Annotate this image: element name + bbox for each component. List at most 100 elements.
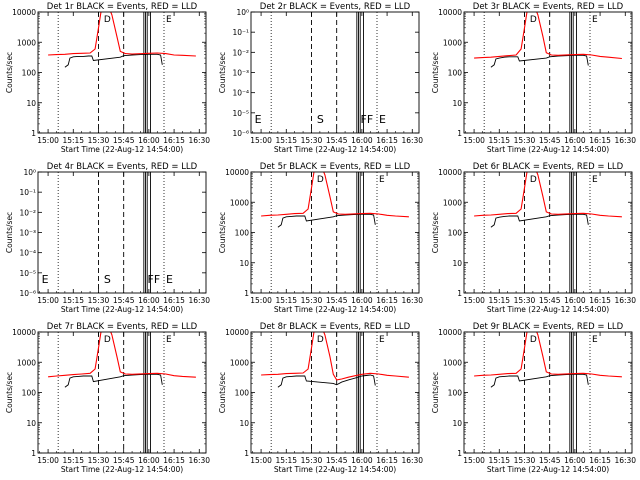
y-tick-label: 10 <box>452 99 462 108</box>
y-tick-label: 10⁻³ <box>232 69 249 78</box>
events-series-line <box>277 213 376 228</box>
events-series-line <box>490 213 589 228</box>
y-tick-label: 10⁻⁵ <box>19 269 36 278</box>
x-tick-label: 15:15 <box>62 136 84 145</box>
x-tick-label: 16:15 <box>163 456 185 465</box>
y-tick-label: 1000 <box>17 38 36 47</box>
x-tick-label: 16:15 <box>376 136 398 145</box>
lld-series-line <box>474 172 622 218</box>
x-tick-label: 16:15 <box>376 456 398 465</box>
y-tick-label: 10 <box>452 259 462 268</box>
x-tick-label: 16:00 <box>138 456 160 465</box>
y-tick-label: 1 <box>457 289 462 298</box>
plot-frame <box>37 11 207 134</box>
x-tick-label: 15:30 <box>514 296 536 305</box>
x-tick-label: 15:15 <box>488 296 510 305</box>
y-tick-label: 1 <box>244 449 249 458</box>
x-tick-label: 16:00 <box>564 136 586 145</box>
x-axis-label: Start Time (22-Aug-12 14:54:00) <box>61 305 183 314</box>
x-tick-label: 16:00 <box>564 456 586 465</box>
y-tick-label: 10⁰ <box>23 168 36 177</box>
y-tick-label: 10 <box>26 419 36 428</box>
panel-title: Det 8r BLACK = Events, RED = LLD <box>260 322 411 332</box>
x-tick-label: 16:30 <box>614 456 636 465</box>
annotation-label: FF <box>148 273 161 286</box>
y-tick-label: 1 <box>457 129 462 138</box>
x-tick-label: 16:15 <box>163 296 185 305</box>
lld-series-line <box>48 12 196 57</box>
lld-series-line <box>261 172 409 218</box>
lld-series-line <box>474 12 622 60</box>
y-axis-label: Counts/sec <box>218 212 227 253</box>
y-tick-label: 1000 <box>230 198 249 207</box>
x-tick-label: 16:00 <box>564 296 586 305</box>
x-axis-label: Start Time (22-Aug-12 14:54:00) <box>487 305 609 314</box>
y-axis-label: Counts/sec <box>431 212 440 253</box>
x-axis-label: Start Time (22-Aug-12 14:54:00) <box>61 465 183 474</box>
x-tick-label: 16:30 <box>188 456 210 465</box>
events-series-line <box>490 373 589 388</box>
x-tick-label: 15:30 <box>301 456 323 465</box>
x-tick-label: 15:30 <box>88 136 110 145</box>
x-tick-label: 16:30 <box>614 296 636 305</box>
annotation-label: S <box>317 113 324 126</box>
x-tick-label: 15:15 <box>275 136 297 145</box>
lld-series-line <box>261 332 409 381</box>
y-tick-label: 10000 <box>438 328 462 337</box>
x-tick-label: 15:15 <box>488 456 510 465</box>
annotation-label: E <box>592 175 598 185</box>
plot-frame <box>250 171 420 294</box>
y-tick-label: 100 <box>235 229 250 238</box>
y-tick-label: 10⁻⁵ <box>232 109 249 118</box>
x-tick-label: 16:15 <box>589 296 611 305</box>
x-tick-label: 15:00 <box>37 296 59 305</box>
panel-det2r: Det 2r BLACK = Events, RED = LLD E S FF E 15:… <box>218 2 423 154</box>
y-axis-label: Counts/sec <box>218 372 227 413</box>
x-tick-label: 15:15 <box>488 136 510 145</box>
x-tick-label: 15:45 <box>113 136 135 145</box>
annotation-label: E <box>255 113 262 126</box>
events-series-line <box>277 374 376 388</box>
plot-frame <box>463 171 633 294</box>
annotation-label: D <box>104 335 111 345</box>
annotation-label: D <box>317 175 324 185</box>
x-tick-label: 15:45 <box>113 296 135 305</box>
x-axis-label: Start Time (22-Aug-12 14:54:00) <box>274 145 396 154</box>
x-tick-label: 15:45 <box>113 456 135 465</box>
x-axis-label: Start Time (22-Aug-12 14:54:00) <box>274 465 396 474</box>
panel-title: Det 6r BLACK = Events, RED = LLD <box>473 162 624 172</box>
x-tick-label: 15:15 <box>275 296 297 305</box>
x-tick-label: 16:00 <box>351 456 373 465</box>
x-tick-label: 15:00 <box>463 136 485 145</box>
x-tick-label: 15:45 <box>539 296 561 305</box>
annotation-label: E <box>379 335 385 345</box>
plot-frame <box>463 11 633 134</box>
x-tick-label: 15:00 <box>37 136 59 145</box>
x-tick-label: 15:30 <box>88 296 110 305</box>
y-tick-label: 10000 <box>225 328 249 337</box>
events-series-line <box>490 54 589 68</box>
plot-frame <box>250 331 420 454</box>
annotation-label: D <box>317 335 324 345</box>
y-tick-label: 10⁻¹ <box>19 188 36 197</box>
x-tick-label: 16:30 <box>614 136 636 145</box>
y-axis-label: Counts/sec <box>431 52 440 93</box>
y-tick-label: 10⁻⁶ <box>19 289 36 298</box>
annotation-label: E <box>166 15 172 25</box>
y-tick-label: 10⁻¹ <box>232 28 249 37</box>
y-tick-label: 1 <box>31 449 36 458</box>
panel-title: Det 2r BLACK = Events, RED = LLD <box>260 2 411 12</box>
lld-series-line <box>48 332 196 378</box>
y-tick-label: 1 <box>31 129 36 138</box>
x-tick-label: 15:30 <box>301 296 323 305</box>
y-tick-label: 100 <box>235 389 250 398</box>
y-axis-label: Counts/sec <box>5 212 14 253</box>
y-tick-label: 10 <box>239 419 249 428</box>
plot-frame <box>37 331 207 454</box>
